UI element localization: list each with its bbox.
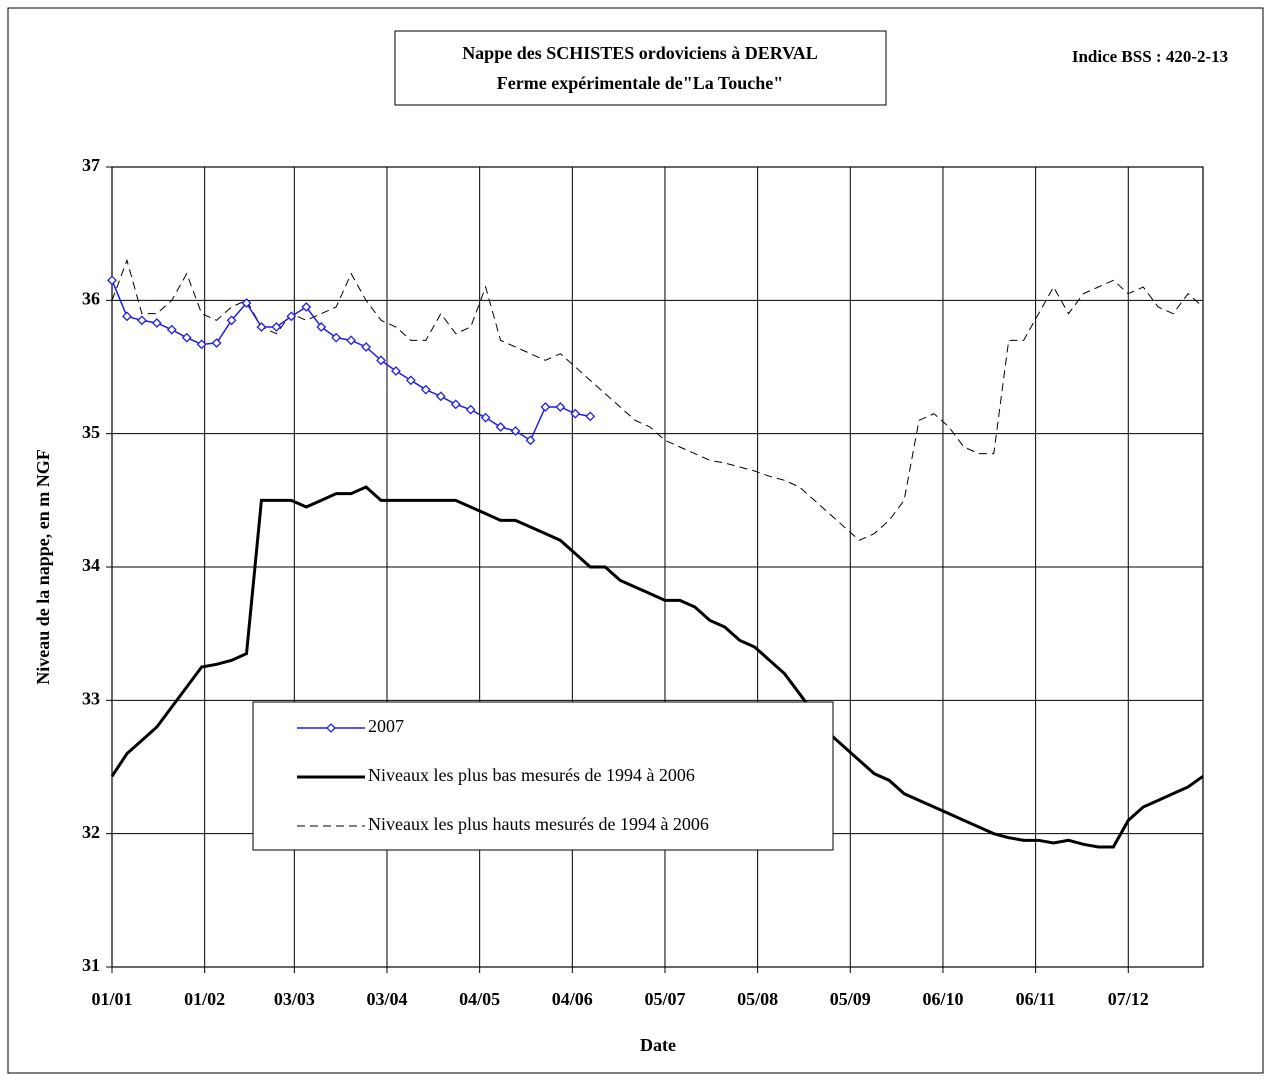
x-tick-label: 04/06 — [552, 989, 593, 1009]
data-point — [107, 275, 117, 286]
x-tick-label: 07/12 — [1108, 989, 1149, 1009]
data-point — [346, 335, 357, 346]
x-tick-label: 05/09 — [830, 989, 871, 1009]
plot-border — [111, 166, 1204, 968]
data-point — [480, 412, 491, 423]
data-point — [271, 322, 282, 332]
data-point — [196, 339, 207, 350]
data-point — [510, 426, 521, 436]
data-point — [570, 408, 581, 419]
data-point — [555, 402, 566, 412]
data-point — [301, 302, 312, 312]
data-point — [525, 435, 536, 446]
legend-marker — [326, 723, 336, 733]
chart-subtitle: Ferme expérimentale de"La Touche" — [497, 73, 783, 93]
data-point — [361, 342, 371, 352]
data-point — [166, 324, 177, 335]
x-tick-label: 01/01 — [91, 989, 132, 1009]
title-box — [394, 30, 887, 106]
data-point — [226, 315, 237, 326]
data-point — [151, 318, 162, 328]
x-tick-label: 06/11 — [1016, 989, 1056, 1009]
y-tick-label: 37 — [82, 155, 100, 175]
x-axis-label: Date — [640, 1035, 676, 1055]
data-point — [585, 411, 596, 422]
data-point — [331, 332, 342, 343]
data-point — [241, 298, 252, 308]
y-tick-label: 35 — [82, 422, 100, 442]
y-tick-label: 32 — [82, 822, 100, 842]
x-tick-label: 05/08 — [737, 989, 778, 1009]
legend-label: Niveaux les plus bas mesurés de 1994 à 2… — [368, 765, 695, 785]
y-tick-label: 31 — [82, 955, 100, 975]
data-point — [435, 391, 446, 402]
data-point — [376, 355, 386, 366]
x-tick-label: 06/10 — [922, 989, 963, 1009]
chart-title: Nappe des SCHISTES ordoviciens à DERVAL — [462, 43, 818, 63]
series-line — [110, 485, 1204, 849]
data-point — [495, 422, 506, 432]
y-tick-label: 33 — [82, 688, 100, 708]
legend-label: 2007 — [368, 716, 404, 736]
data-point — [181, 332, 192, 343]
data-point — [122, 311, 132, 322]
data-point — [316, 322, 327, 332]
data-point — [420, 384, 431, 395]
annotation: Indice BSS : 420-2-13 — [1072, 47, 1228, 66]
x-tick-label: 05/07 — [644, 989, 685, 1009]
legend-label: Niveaux les plus hauts mesurés de 1994 à… — [368, 814, 709, 834]
y-tick-label: 34 — [82, 555, 100, 575]
data-point — [405, 375, 416, 386]
x-tick-label: 01/02 — [184, 989, 225, 1009]
data-point — [450, 399, 461, 410]
y-axis-label: Niveau de la nappe, en m NGF — [33, 449, 53, 685]
x-tick-label: 03/03 — [274, 989, 315, 1009]
data-point — [286, 311, 297, 322]
series-line — [111, 258, 1204, 541]
data-point — [391, 366, 401, 376]
data-point — [465, 404, 476, 415]
data-point — [211, 338, 222, 348]
x-tick-label: 03/04 — [366, 989, 407, 1009]
data-point — [540, 402, 551, 412]
x-tick-label: 04/05 — [459, 989, 500, 1009]
data-point — [136, 315, 147, 326]
data-point — [256, 322, 267, 332]
y-tick-label: 36 — [82, 288, 100, 308]
